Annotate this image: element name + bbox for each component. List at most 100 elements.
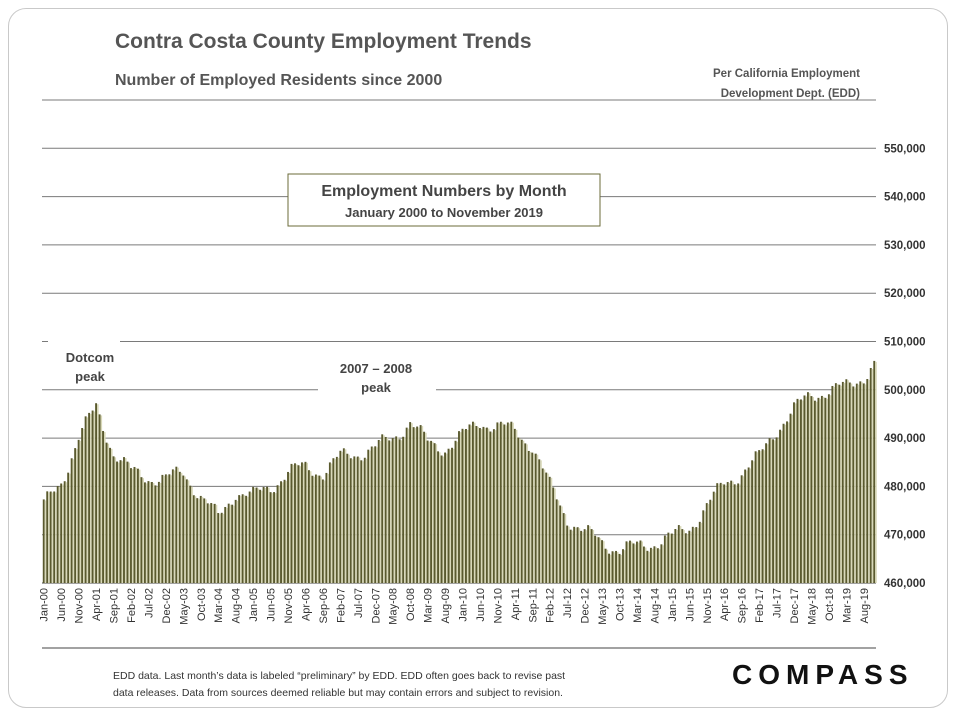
x-tick-label: Mar-09 <box>423 588 435 623</box>
bar-shade <box>219 514 221 583</box>
x-tick-label: Oct-08 <box>405 588 417 621</box>
bar <box>238 495 241 583</box>
bar-shade <box>466 429 469 583</box>
bar <box>705 503 708 583</box>
bar <box>182 475 185 583</box>
bar <box>733 484 736 583</box>
y-tick-label: 500,000 <box>884 385 926 397</box>
bar <box>524 443 527 583</box>
bar-shade <box>564 514 567 583</box>
bar-shade <box>149 482 151 583</box>
bar <box>409 422 412 583</box>
bar <box>506 422 509 583</box>
bar <box>339 450 342 583</box>
bar <box>503 424 506 583</box>
bar <box>116 461 118 583</box>
bar-shade <box>669 533 671 583</box>
bar-shade <box>124 458 127 583</box>
bar-shade <box>425 432 427 583</box>
bar <box>280 481 282 583</box>
bar <box>611 551 614 583</box>
bar <box>307 470 310 583</box>
bar <box>573 526 576 583</box>
bar-shade <box>599 538 602 583</box>
bar-shade <box>707 504 710 583</box>
bar <box>691 526 694 583</box>
bar <box>164 474 167 583</box>
bar-shade <box>166 475 169 583</box>
bar <box>709 499 712 583</box>
bar-shade <box>369 450 371 583</box>
bar <box>119 460 122 583</box>
bar-shade <box>446 453 448 583</box>
bar-shade <box>854 387 856 583</box>
x-tick-label: Jan-15 <box>667 588 679 622</box>
bar-shade <box>735 485 738 583</box>
bar-shade <box>44 500 47 583</box>
bar-shade <box>411 423 413 583</box>
bar-shade <box>198 499 200 583</box>
bar <box>670 533 673 583</box>
bar <box>793 402 795 583</box>
bar-shade <box>480 429 483 583</box>
bar-shade <box>138 469 141 583</box>
bar <box>84 416 87 583</box>
bar <box>42 499 45 583</box>
bar-shade <box>390 441 392 583</box>
x-tick-label: Aug-04 <box>231 588 243 623</box>
bar-shade <box>519 438 521 583</box>
bar-shade <box>421 426 424 583</box>
source-note: Per California Employment Development De… <box>660 64 860 104</box>
bar-shade <box>327 473 329 583</box>
bar <box>91 410 94 583</box>
annotation-dotcom-line1: Dotcom <box>66 350 114 365</box>
x-tick-label: Mar-19 <box>841 588 853 623</box>
bar-shade <box>379 440 382 583</box>
bar-shade <box>316 475 319 583</box>
bar <box>384 436 387 583</box>
bar <box>210 503 213 583</box>
bar <box>440 455 443 583</box>
bar-shade <box>65 482 68 583</box>
bar-shade <box>90 413 92 583</box>
bar-shade <box>606 549 609 583</box>
bar-shade <box>69 473 71 583</box>
bar-shade <box>603 541 605 583</box>
bar-shade <box>864 384 867 583</box>
bar <box>866 379 869 583</box>
bar-shade <box>205 499 207 583</box>
bar <box>465 428 467 583</box>
bar-shade <box>732 481 734 583</box>
bar <box>513 428 516 583</box>
bar-shade <box>152 483 155 583</box>
x-tick-label: Dec-02 <box>161 588 173 623</box>
bar <box>618 553 621 583</box>
bar-shade <box>787 422 790 583</box>
bar <box>143 482 146 583</box>
bar-shade <box>55 492 57 583</box>
bar-shade <box>278 486 281 583</box>
bar <box>241 494 244 583</box>
bar <box>171 469 174 583</box>
bar <box>845 379 848 583</box>
bar <box>412 427 415 583</box>
bar <box>569 529 572 583</box>
bar-shade <box>613 552 616 583</box>
bar <box>737 483 740 583</box>
bar-shade <box>330 463 333 583</box>
bar-shade <box>477 427 479 583</box>
x-tick-label: May-03 <box>178 588 190 625</box>
bar <box>555 499 558 583</box>
bar <box>444 452 447 583</box>
bar <box>758 450 761 583</box>
bar <box>220 512 223 583</box>
bar-shade <box>362 461 364 583</box>
bar-shade <box>634 544 637 583</box>
bar <box>161 474 164 583</box>
bar <box>768 438 771 583</box>
bar-shade <box>470 425 472 583</box>
bar-shade <box>313 476 315 583</box>
x-tick-label: Apr-16 <box>719 588 731 621</box>
bar-shade <box>131 469 134 583</box>
bar-shade <box>104 431 106 583</box>
